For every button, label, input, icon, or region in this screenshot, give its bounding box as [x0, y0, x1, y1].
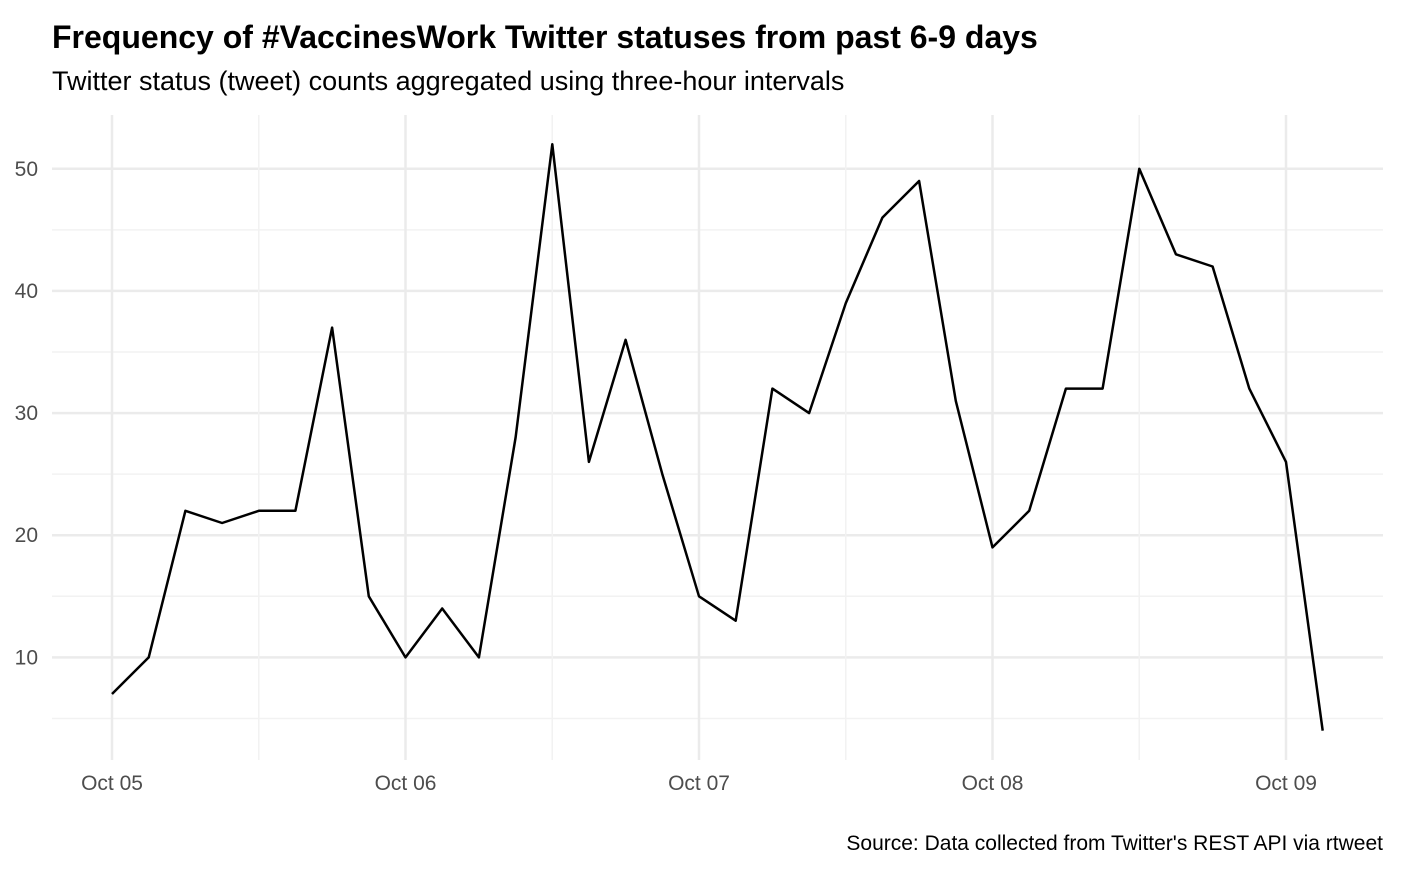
data-point [550, 142, 554, 146]
data-point [917, 179, 921, 183]
series-layer [110, 142, 1325, 733]
chart-caption: Source: Data collected from Twitter's RE… [846, 832, 1383, 855]
data-point [1137, 167, 1141, 171]
y-tick-label: 20 [15, 524, 38, 547]
data-point [257, 509, 261, 513]
data-point [587, 460, 591, 464]
x-tick-label: Oct 07 [668, 772, 730, 795]
data-point [880, 216, 884, 220]
data-point [147, 655, 151, 659]
x-tick-label: Oct 08 [962, 772, 1024, 795]
y-axis-tick-labels: 10 20 30 40 50 [15, 158, 38, 670]
data-point [220, 521, 224, 525]
data-point [367, 594, 371, 598]
x-axis-tick-labels: Oct 05 Oct 06 Oct 07 Oct 08 Oct 09 [81, 772, 1317, 795]
data-point [404, 655, 408, 659]
chart-title: Frequency of #VaccinesWork Twitter statu… [52, 19, 1038, 55]
data-point [770, 387, 774, 391]
data-point [1064, 387, 1068, 391]
x-tick-label: Oct 05 [81, 772, 143, 795]
data-point [1174, 252, 1178, 256]
data-point [697, 594, 701, 598]
data-point [440, 607, 444, 611]
data-point [477, 655, 481, 659]
data-point [110, 692, 114, 696]
x-tick-label: Oct 09 [1255, 772, 1317, 795]
data-point [807, 411, 811, 415]
data-point [954, 399, 958, 403]
data-point [1101, 387, 1105, 391]
data-point [734, 619, 738, 623]
data-point [1027, 509, 1031, 513]
data-point [1211, 265, 1215, 269]
data-point [624, 338, 628, 342]
data-point [844, 301, 848, 305]
data-point [1321, 729, 1325, 733]
data-point [1247, 387, 1251, 391]
data-point [660, 472, 664, 476]
data-point [183, 509, 187, 513]
y-tick-label: 50 [15, 158, 38, 181]
grid-lines [52, 115, 1383, 760]
data-point [330, 326, 334, 330]
chart-subtitle: Twitter status (tweet) counts aggregated… [52, 66, 845, 96]
y-tick-label: 10 [15, 646, 38, 669]
data-point [514, 436, 518, 440]
y-tick-label: 30 [15, 402, 38, 425]
data-point [293, 509, 297, 513]
series-line [111, 143, 1324, 731]
data-point [1284, 460, 1288, 464]
x-tick-label: Oct 06 [375, 772, 437, 795]
y-tick-label: 40 [15, 280, 38, 303]
data-point [991, 545, 995, 549]
